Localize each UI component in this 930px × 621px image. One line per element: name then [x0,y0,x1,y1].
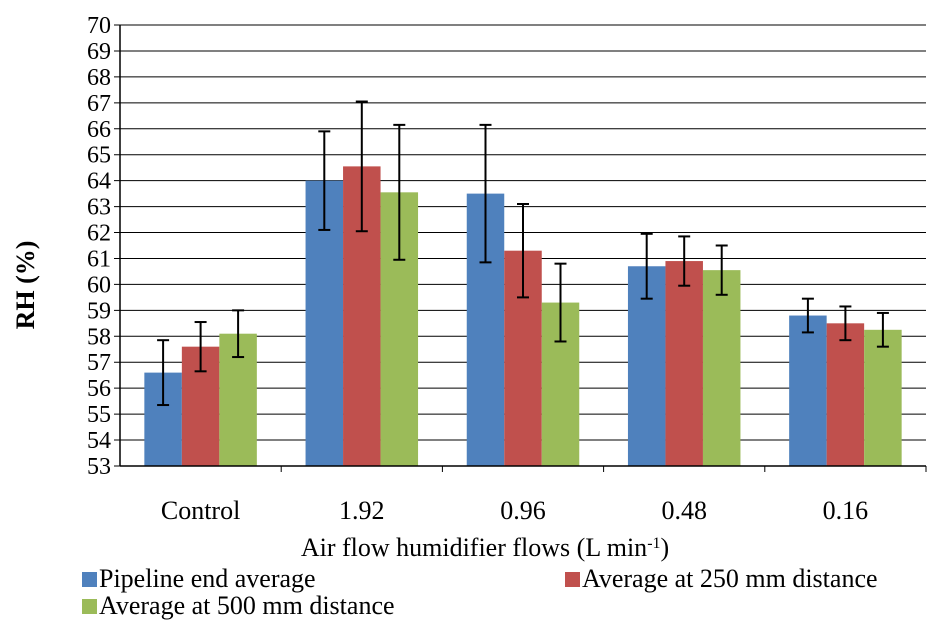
legend-swatch [565,572,580,587]
y-tick-label: 67 [87,91,111,117]
y-tick-label: 68 [87,65,111,91]
bar [665,261,703,466]
y-tick-label: 53 [87,454,111,480]
bar [789,315,827,466]
bar [826,323,865,466]
bars [144,166,902,467]
y-tick-label: 56 [87,376,111,402]
category-label: 1.92 [339,496,385,525]
y-tick-label: 63 [87,195,111,221]
category-label: Control [161,496,240,525]
error-bar [554,262,567,343]
bar [702,270,741,466]
y-tick-label: 59 [87,298,111,324]
error-bar [876,311,889,348]
category-labels: Control 1.92 0.96 0.48 0.16 [161,496,868,525]
error-bar [715,244,728,296]
bar [864,329,902,466]
error-bar [318,130,331,231]
y-tick-label: 69 [87,39,111,65]
y-tick-label: 64 [87,169,111,195]
error-bar [801,297,814,334]
y-tick-label: 58 [87,324,111,350]
legend-swatch [82,572,97,587]
error-bar [157,339,170,407]
error-bar [393,123,406,261]
y-tick-label: 55 [87,402,111,428]
y-tick-label: 57 [87,350,111,376]
legend-item: Average at 250 mm distance [565,564,878,593]
legend-label: Pipeline end average [99,564,316,593]
legend-label: Average at 250 mm distance [582,564,878,593]
y-tick-label: 61 [87,246,111,272]
legend-swatch [82,599,97,614]
legend: Pipeline end average Average at 250 mm di… [82,564,878,620]
error-bar [839,305,852,342]
y-tick-label: 70 [87,13,111,39]
y-tick-label: 62 [87,221,111,247]
y-axis-title: RH (%) [11,241,40,330]
error-bar [479,123,492,264]
error-bar [194,321,207,373]
y-tick-label: 66 [87,117,111,143]
y-tick-label: 54 [87,428,111,454]
error-bar [517,202,529,299]
error-bar [640,232,653,300]
error-bar [232,309,245,359]
category-label: 0.48 [661,496,707,525]
error-bars [157,100,889,407]
error-bar [355,100,368,233]
legend-label: Average at 500 mm distance [99,591,395,620]
error-bar [678,235,691,287]
y-tick-label: 65 [87,143,111,169]
category-label: 0.96 [500,496,546,525]
y-tick-label: 60 [87,272,111,298]
legend-item: Pipeline end average [82,564,316,593]
x-axis-title: Air flow humidifier flows (L min-1) [301,533,669,562]
legend-item: Average at 500 mm distance [82,591,395,620]
category-label: 0.16 [823,496,869,525]
